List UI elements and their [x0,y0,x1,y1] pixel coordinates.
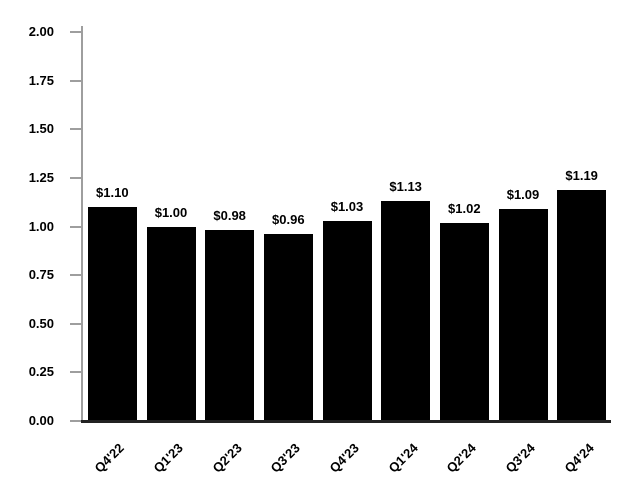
bar [205,230,255,421]
bar-value-label: $1.13 [389,179,422,195]
y-tick [70,420,81,422]
y-tick-label: 0.00 [28,413,54,428]
x-axis-baseline [81,420,611,423]
x-category-label: Q1'23 [150,440,186,476]
y-tick-label: 0.25 [28,364,54,380]
y-tick [70,79,81,82]
y-tick [70,225,81,228]
y-tick-label: 1.75 [28,72,54,88]
bar-value-label: $1.02 [448,200,481,216]
y-tick-label: 0.50 [28,315,54,331]
y-tick [70,31,81,33]
x-category-label: Q1'24 [385,440,421,476]
bar [146,226,196,421]
bar [498,208,548,421]
y-tick [70,176,81,179]
y-tick [70,322,81,325]
x-category-label: Q4'22 [91,440,128,476]
y-tick [70,371,81,374]
bar-value-label: $0.96 [272,212,305,228]
bar [263,234,313,421]
y-tick-label: 0.75 [28,267,54,283]
y-axis-line [81,26,83,423]
y-tick-label: 1.25 [28,169,54,185]
x-category-label: Q2'24 [443,440,480,476]
bar [87,207,137,421]
x-category-label: Q3'24 [502,440,538,476]
bar [381,201,431,421]
y-tick [70,128,81,131]
y-tick-label: 1.50 [28,121,54,137]
bar-value-label: $1.19 [565,167,598,183]
bar [557,189,607,421]
bar [439,222,489,421]
x-category-label: Q4'24 [561,440,597,476]
y-tick [70,274,81,277]
x-category-label: Q3'23 [267,440,304,476]
y-tick-label: 2.00 [28,24,54,39]
bar-value-label: $1.03 [330,198,364,214]
y-tick-label: 1.00 [28,218,54,234]
x-category-label: Q2'23 [209,440,245,476]
bar-value-label: $1.09 [506,186,540,202]
x-category-label: Q4'23 [326,440,362,476]
bar-value-label: $1.00 [154,204,188,220]
bar-value-label: $1.10 [96,185,129,201]
bar [322,220,372,421]
bar-value-label: $0.98 [213,208,246,224]
